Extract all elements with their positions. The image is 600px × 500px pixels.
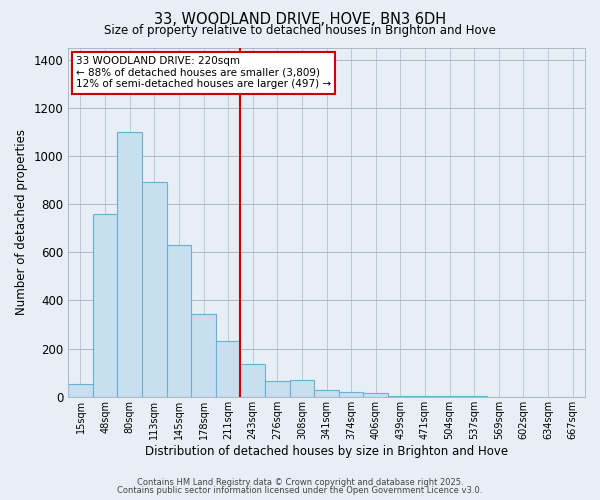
Bar <box>265 381 290 397</box>
Bar <box>339 392 364 397</box>
Bar <box>191 314 216 397</box>
Text: Contains HM Land Registry data © Crown copyright and database right 2025.: Contains HM Land Registry data © Crown c… <box>137 478 463 487</box>
X-axis label: Distribution of detached houses by size in Brighton and Hove: Distribution of detached houses by size … <box>145 444 508 458</box>
Bar <box>314 390 339 397</box>
Text: Size of property relative to detached houses in Brighton and Hove: Size of property relative to detached ho… <box>104 24 496 37</box>
Y-axis label: Number of detached properties: Number of detached properties <box>15 129 28 315</box>
Bar <box>290 380 314 397</box>
Bar <box>364 393 388 397</box>
Bar <box>118 132 142 397</box>
Bar <box>388 396 413 397</box>
Bar <box>216 342 241 397</box>
Bar <box>93 214 118 397</box>
Bar <box>142 182 167 397</box>
Bar <box>241 364 265 397</box>
Text: Contains public sector information licensed under the Open Government Licence v3: Contains public sector information licen… <box>118 486 482 495</box>
Text: 33, WOODLAND DRIVE, HOVE, BN3 6DH: 33, WOODLAND DRIVE, HOVE, BN3 6DH <box>154 12 446 28</box>
Bar <box>413 396 437 397</box>
Bar <box>68 384 93 397</box>
Text: 33 WOODLAND DRIVE: 220sqm
← 88% of detached houses are smaller (3,809)
12% of se: 33 WOODLAND DRIVE: 220sqm ← 88% of detac… <box>76 56 331 90</box>
Bar <box>167 245 191 397</box>
